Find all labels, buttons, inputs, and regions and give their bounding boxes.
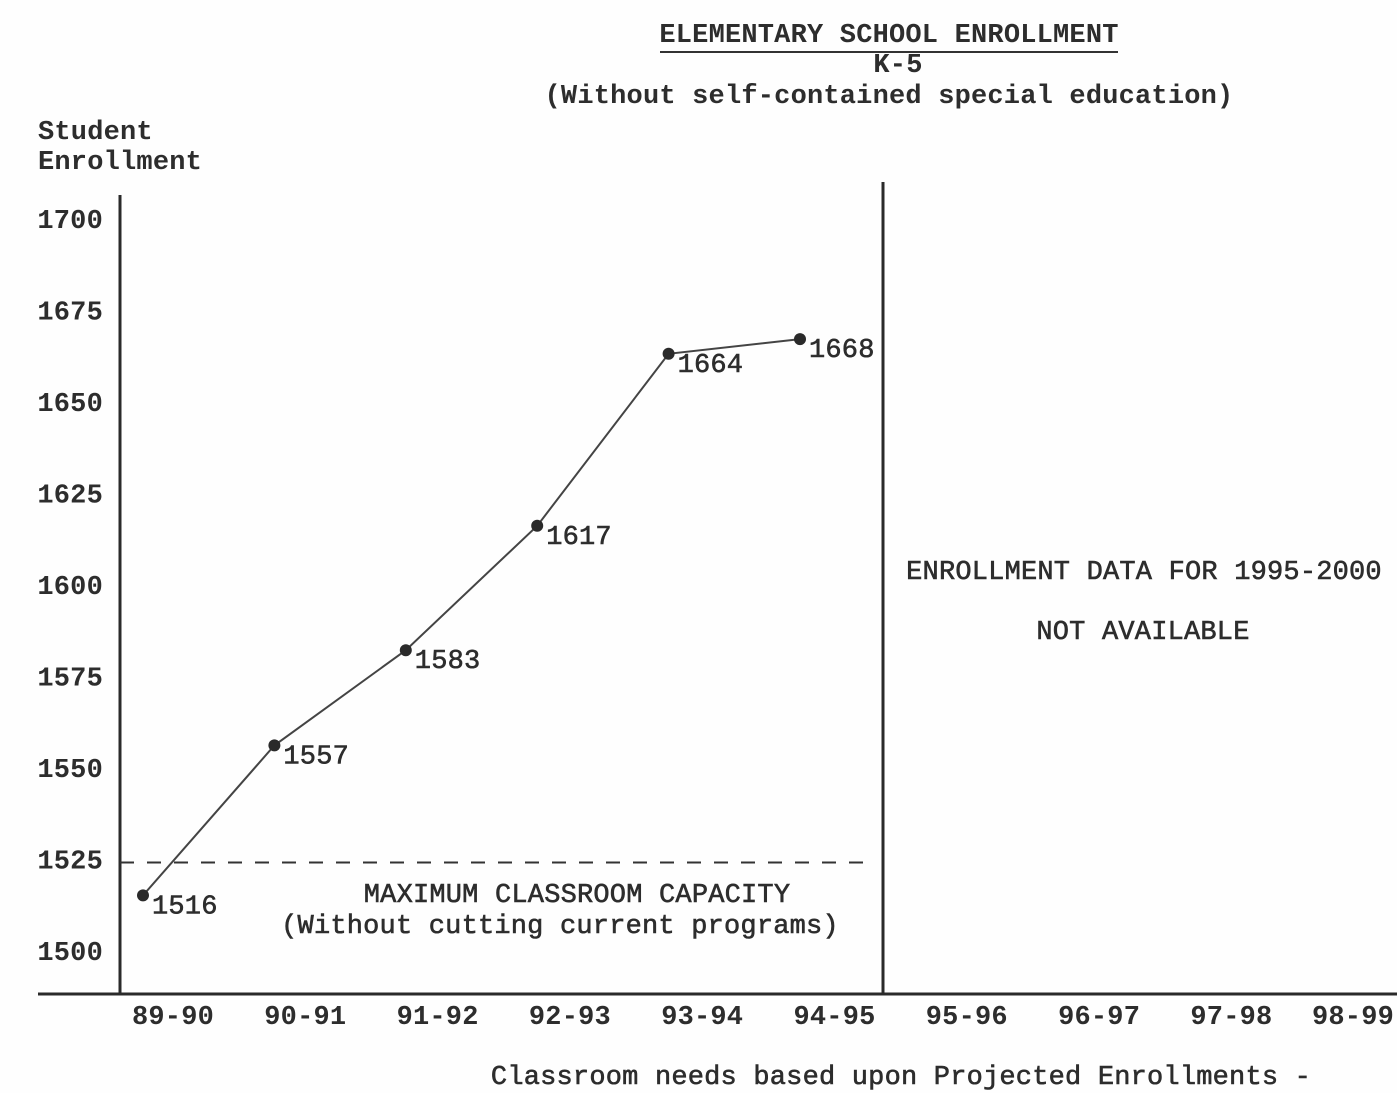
series-line [142,338,801,897]
data-point [794,333,806,346]
x-tick-label: 89-90 [132,1003,214,1033]
chart-subtitle-note: (Without self-contained special educatio… [545,82,1234,112]
x-tick-labels: 89-90 90-91 91-92 92-93 93-94 94-95 95-96 96-97… [132,1003,1394,1033]
x-tick-label: 91-92 [397,1003,479,1033]
y-tick-label: 1500 [37,939,103,969]
data-label: 1617 [546,523,612,553]
x-axis-label: Classroom needs based upon Projected Enr… [491,1063,1311,1093]
y-tick-label: 1650 [37,390,103,420]
data-label: 1516 [152,892,218,922]
x-tick-label: 95-96 [926,1003,1008,1033]
y-tick-label: 1525 [37,848,103,878]
x-tick-label: 96-97 [1058,1003,1140,1033]
x-tick-label: 94-95 [793,1003,875,1033]
capacity-note: (Without cutting current programs) [281,912,839,942]
data-label: 1664 [678,351,744,381]
y-axis-label-line-2: Enrollment [38,148,202,178]
y-tick-label: 1675 [37,299,103,329]
data-point [662,347,675,360]
data-label: 1583 [415,647,481,677]
enrollment-series: 1516 1557 1583 1617 1664 1668 [137,333,875,923]
data-point [137,889,149,902]
data-point [268,739,281,752]
data-point [531,519,544,532]
x-tick-label: 92-93 [529,1003,611,1033]
data-label: 1668 [809,336,875,366]
y-tick-label: 1600 [37,573,103,603]
y-tick-labels: 1500 1525 1550 1575 1600 1625 1650 1675 1700 [37,207,103,969]
capacity-label: MAXIMUM CLASSROOM CAPACITY [364,881,790,911]
y-tick-label: 1625 [37,482,103,512]
y-tick-label: 1550 [37,756,103,786]
unavailable-notice-line-1: ENROLLMENT DATA FOR 1995-2000 [906,558,1382,588]
y-tick-label: 1575 [37,665,103,695]
unavailable-notice-line-2: NOT AVAILABLE [1036,618,1249,648]
data-label: 1557 [283,742,349,772]
y-axis-label-line-1: Student [38,118,153,148]
y-tick-label: 1700 [37,207,103,237]
chart-title: ELEMENTARY SCHOOL ENROLLMENT [659,21,1118,51]
x-tick-label: 90-91 [264,1003,346,1033]
chart-subtitle: K-5 [873,51,922,81]
x-tick-label: 98-99 [1312,1003,1394,1033]
data-point [399,644,412,657]
x-tick-label: 93-94 [661,1003,743,1033]
x-tick-label: 97-98 [1190,1003,1272,1033]
